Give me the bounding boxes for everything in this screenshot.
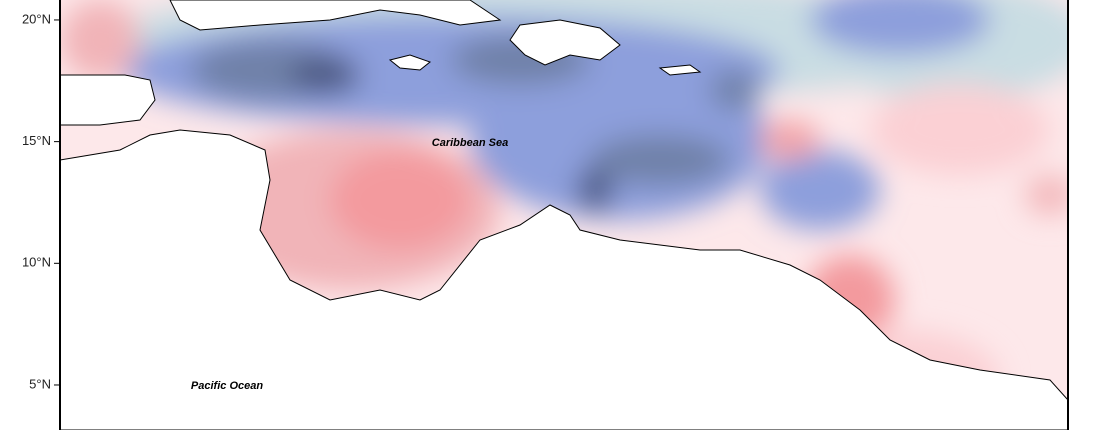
sea-label: Caribbean Sea	[432, 137, 508, 149]
lat-tick-label: 5°N	[29, 376, 51, 391]
lat-axis: 20°N 15°N 10°N 5°N	[22, 11, 60, 391]
lat-tick-label: 10°N	[22, 255, 51, 270]
anomaly-field: Caribbean Sea Pacific Ocean	[60, 0, 1068, 430]
land	[60, 0, 1068, 430]
lat-tick-label: 15°N	[22, 133, 51, 148]
ocean-label: Pacific Ocean	[191, 380, 263, 392]
lat-tick-label: 20°N	[22, 11, 51, 26]
